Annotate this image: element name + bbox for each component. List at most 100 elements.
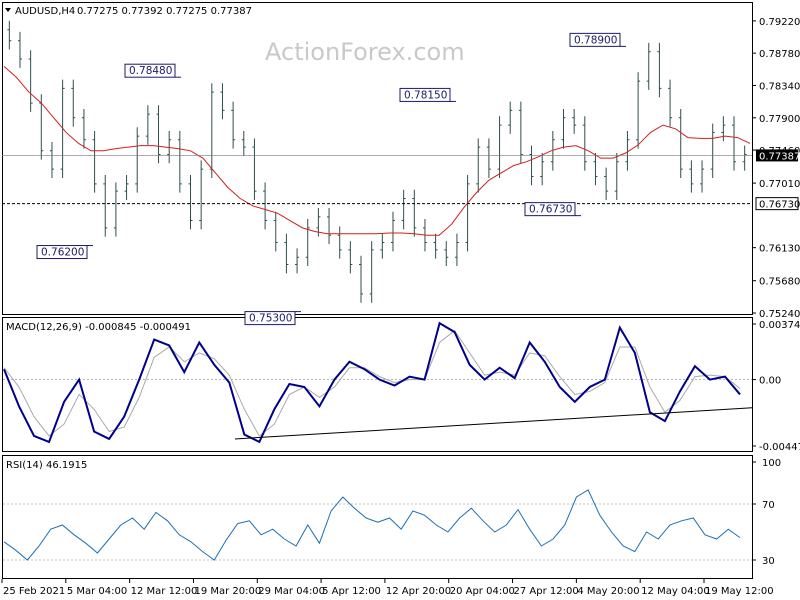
price-bar: [156, 105, 161, 164]
price-tick-label: 0.78340: [759, 81, 800, 92]
price-bar: [145, 105, 150, 145]
price-annotation-box: [244, 311, 296, 326]
chart-menu-triangle-icon[interactable]: [5, 8, 11, 12]
price-bar: [17, 31, 22, 68]
rsi-series: [3, 489, 752, 561]
price-bar: [188, 175, 193, 230]
rsi-tick-label: 30: [762, 556, 775, 567]
price-panel-border: [2, 2, 753, 315]
x-tick-label: 5 Apr 12:00: [322, 586, 381, 597]
price-annotation-label: 0.78150: [404, 89, 447, 101]
x-tick-label: 4 May 20:00: [577, 586, 639, 597]
price-bar: [700, 160, 705, 193]
macd-header: MACD(12,26,9) -0.000845 -0.000491: [6, 322, 191, 333]
price-tick-label: 0.79220: [759, 17, 800, 28]
price-bar: [92, 130, 97, 193]
rsi-tick-label: 100: [762, 458, 781, 469]
price-series: 0.78480 0.78150 0.78900 0.76730 0.76200 0.753…: [2, 20, 752, 326]
price-bar: [337, 226, 342, 259]
price-tick-label: 0.76130: [759, 244, 800, 255]
price-bar: [614, 152, 619, 200]
price-bar: [689, 160, 694, 193]
price-bar: [103, 175, 108, 237]
price-bar: [199, 160, 204, 230]
price-bar: [593, 152, 598, 186]
price-bar: [636, 72, 641, 149]
price-annotation-box: [524, 202, 576, 217]
price-bar: [231, 101, 236, 149]
x-tick-label: 29 Mar 04:00: [258, 586, 325, 597]
price-bar: [305, 219, 310, 267]
price-bar: [412, 189, 417, 237]
price-bar: [49, 141, 54, 178]
price-bar: [295, 248, 300, 274]
price-bar: [646, 42, 651, 90]
price-bar: [561, 108, 566, 149]
rsi-line: [3, 489, 741, 561]
price-bar: [252, 138, 257, 200]
price-bar: [518, 101, 523, 164]
x-tick-label: 25 Feb 2021: [3, 586, 65, 597]
price-annotation-label: 0.75300: [249, 313, 292, 325]
price-bar: [540, 152, 545, 186]
price-bar: [28, 50, 33, 112]
price-tick-label: 0.77010: [759, 179, 800, 190]
current-price-tag: [756, 149, 798, 162]
price-tick-label: 0.78780: [759, 49, 800, 60]
price-bar: [273, 211, 278, 252]
price-bar: [135, 127, 140, 193]
price-bar: [465, 175, 470, 252]
x-tick-label: 19 Mar 20:00: [194, 586, 261, 597]
macd-trendline: [234, 407, 753, 440]
x-tick-label: 5 Mar 04:00: [67, 586, 127, 597]
price-bar: [209, 83, 214, 178]
price-annotation-label: 0.78900: [574, 34, 617, 46]
price-bar: [604, 167, 609, 200]
price-bar: [327, 208, 332, 245]
price-bar: [444, 241, 449, 267]
price-bar: [454, 233, 459, 267]
x-tick-label: 12 Apr 20:00: [386, 586, 451, 597]
price-bar: [401, 189, 406, 230]
price-bar: [497, 116, 502, 178]
price-annotation-box: [36, 245, 88, 260]
price-annotation-box: [569, 32, 621, 47]
price-bar: [380, 233, 385, 259]
moving-average-line: [3, 66, 751, 236]
axes: 0.792200.787800.783400.779000.774600.773…: [1, 17, 800, 597]
price-bar: [668, 79, 673, 127]
x-tick-label: 12 May 04:00: [641, 586, 710, 597]
price-bar: [657, 42, 662, 98]
price-bar: [124, 175, 129, 200]
price-bar: [81, 108, 86, 149]
symbol-label: AUDUSD,H4: [15, 6, 75, 17]
rsi-header: RSI(14) 46.1915: [6, 460, 87, 471]
price-tick-label: 0.75680: [759, 277, 800, 288]
support-price-tick: 0.76730: [759, 200, 800, 211]
price-bar: [7, 20, 12, 50]
price-bar: [390, 211, 395, 252]
price-annotation-box: [124, 63, 176, 78]
price-bar: [732, 116, 737, 171]
macd-panel-border: [2, 317, 753, 452]
x-tick-label: 12 Mar 12:00: [131, 586, 198, 597]
price-bar: [550, 130, 555, 171]
x-tick-label: 19 May 12:00: [705, 586, 774, 597]
price-bar: [348, 241, 353, 274]
ohlc-label: 0.77275 0.77392 0.77275 0.77387: [77, 6, 252, 17]
price-annotation-label: 0.78480: [129, 65, 172, 77]
price-annotation-box: [399, 87, 451, 102]
price-bar: [263, 182, 268, 230]
price-bar: [508, 101, 513, 134]
price-bar: [433, 233, 438, 259]
price-annotation-label: 0.76200: [41, 247, 84, 259]
macd-signal-line: [3, 329, 741, 437]
price-bar: [529, 145, 534, 186]
price-bar: [582, 116, 587, 171]
macd-main-line: [3, 321, 741, 444]
price-bar: [220, 83, 225, 120]
price-bar: [369, 241, 374, 303]
rsi-panel-border: [2, 455, 753, 579]
price-tick-label: 0.75240: [759, 309, 800, 320]
price-bar: [241, 130, 246, 156]
